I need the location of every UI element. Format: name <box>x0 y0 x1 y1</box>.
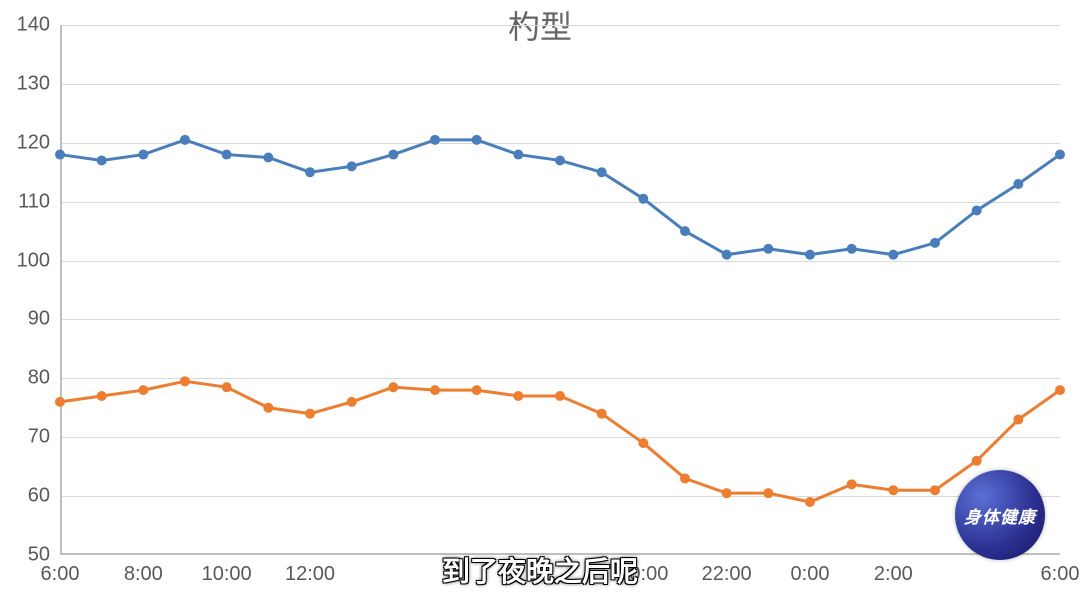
series-orange-marker <box>97 391 107 401</box>
x-axis-label: 0:00 <box>791 563 830 586</box>
series-blue-marker <box>1013 179 1023 189</box>
series-blue-marker <box>222 150 232 160</box>
series-blue-marker <box>138 150 148 160</box>
series-blue-marker <box>55 150 65 160</box>
series-orange-marker <box>1013 415 1023 425</box>
series-orange-marker <box>263 403 273 413</box>
health-badge: 身体健康 <box>955 470 1045 560</box>
subtitle-caption: 到了夜晚之后呢 <box>442 550 638 590</box>
y-axis-label: 130 <box>10 72 50 95</box>
series-orange-marker <box>1055 385 1065 395</box>
series-blue-marker <box>472 135 482 145</box>
series-blue-marker <box>930 238 940 248</box>
series-orange-marker <box>388 382 398 392</box>
series-blue-marker <box>180 135 190 145</box>
series-orange-marker <box>763 488 773 498</box>
y-axis-label: 140 <box>10 14 50 37</box>
series-orange-marker <box>55 397 65 407</box>
x-axis-label: 22:00 <box>702 563 752 586</box>
series-blue-marker <box>347 161 357 171</box>
series-orange-marker <box>680 473 690 483</box>
series-blue-marker <box>763 244 773 254</box>
series-blue-marker <box>305 167 315 177</box>
series-orange-marker <box>805 497 815 507</box>
series-orange-marker <box>930 485 940 495</box>
series-orange-marker <box>597 409 607 419</box>
series-blue-marker <box>972 206 982 216</box>
y-axis-label: 60 <box>10 485 50 508</box>
series-blue-marker <box>597 167 607 177</box>
x-axis-label: 8:00 <box>124 563 163 586</box>
series-blue-marker <box>805 250 815 260</box>
series-blue-marker <box>1055 150 1065 160</box>
series-blue-marker <box>388 150 398 160</box>
series-blue-marker <box>722 250 732 260</box>
series-orange-marker <box>847 479 857 489</box>
series-orange-marker <box>430 385 440 395</box>
series-blue-marker <box>97 155 107 165</box>
y-axis-label: 80 <box>10 367 50 390</box>
series-orange-marker <box>888 485 898 495</box>
x-axis-label: 6:00 <box>41 563 80 586</box>
series-orange-marker <box>138 385 148 395</box>
series-blue-marker <box>430 135 440 145</box>
y-axis-label: 120 <box>10 131 50 154</box>
series-blue-marker <box>513 150 523 160</box>
series-blue-marker <box>555 155 565 165</box>
series-orange-marker <box>305 409 315 419</box>
x-axis-label: 2:00 <box>874 563 913 586</box>
chart-svg <box>60 25 1060 555</box>
series-blue-marker <box>263 153 273 163</box>
x-axis-label: 12:00 <box>285 563 335 586</box>
y-axis-label: 100 <box>10 249 50 272</box>
series-orange-marker <box>222 382 232 392</box>
chart-container: 杓型 5060708090100110120130140 6:008:0010:… <box>0 0 1080 605</box>
series-orange-marker <box>638 438 648 448</box>
y-axis-label: 110 <box>10 190 50 213</box>
series-orange-marker <box>555 391 565 401</box>
series-blue-marker <box>638 194 648 204</box>
series-orange-marker <box>513 391 523 401</box>
series-blue-marker <box>888 250 898 260</box>
x-axis-label: 10:00 <box>202 563 252 586</box>
series-blue-marker <box>680 226 690 236</box>
series-orange-marker <box>472 385 482 395</box>
y-axis-label: 90 <box>10 308 50 331</box>
y-axis-label: 70 <box>10 426 50 449</box>
x-axis-label: 6:00 <box>1041 563 1080 586</box>
series-orange-marker <box>722 488 732 498</box>
series-orange-marker <box>180 376 190 386</box>
series-orange-marker <box>347 397 357 407</box>
series-orange-marker <box>972 456 982 466</box>
badge-text: 身体健康 <box>964 503 1036 528</box>
series-blue-marker <box>847 244 857 254</box>
